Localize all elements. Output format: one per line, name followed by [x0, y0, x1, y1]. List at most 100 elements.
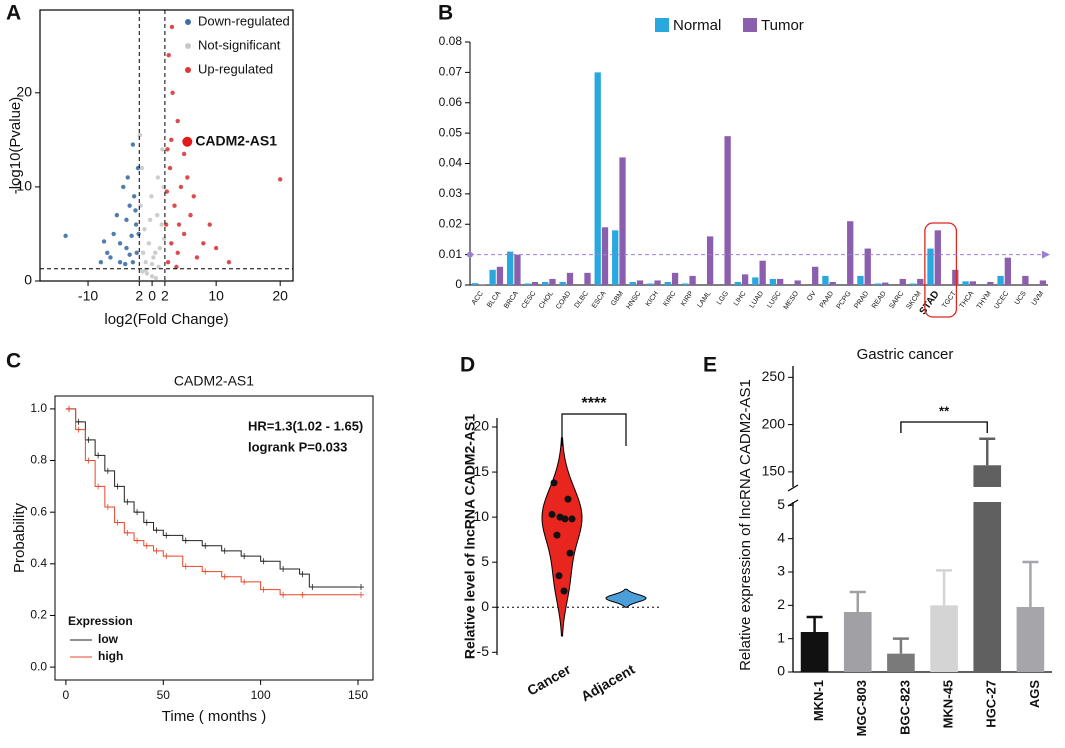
bar [489, 269, 496, 285]
bar [930, 605, 958, 672]
point [169, 137, 174, 143]
x-tick-label: AGS [1027, 680, 1042, 709]
bar [734, 281, 741, 285]
point [155, 175, 161, 180]
censor-mark [153, 527, 160, 534]
y-tick-label: 0.01 [439, 247, 463, 261]
point [156, 264, 161, 270]
point [226, 259, 232, 265]
point [188, 212, 193, 218]
bar [1016, 607, 1045, 672]
censor-mark [221, 547, 228, 554]
point [117, 241, 123, 246]
bar [759, 260, 766, 285]
censor-mark [260, 558, 267, 565]
panel-letter: B [438, 2, 453, 25]
x-tick-label: MGC-803 [854, 680, 869, 736]
annotation: logrank P=0.033 [248, 439, 347, 454]
censor-mark [114, 519, 121, 526]
point [627, 597, 631, 601]
highlight-point [182, 136, 193, 147]
bar [542, 281, 549, 285]
y-tick-label: 0.6 [30, 504, 47, 518]
x-tick-label: BLCA [486, 290, 502, 309]
point [139, 165, 145, 171]
y-tick-label: 15 [473, 463, 489, 479]
point [175, 250, 180, 255]
point [125, 175, 130, 180]
error-bar [1022, 560, 1039, 607]
bar [899, 278, 906, 285]
point [143, 267, 148, 272]
censor-mark [163, 532, 170, 539]
y-tick-label: 0.05 [439, 125, 463, 139]
bar [962, 281, 969, 285]
x-tick-label: UVM [1031, 290, 1046, 307]
point [155, 212, 160, 218]
x-tick-label: KIRP [680, 290, 695, 308]
point [550, 479, 558, 487]
x-tick-label: 0 [148, 288, 156, 304]
bar [934, 230, 941, 285]
bar [864, 248, 871, 285]
bar [741, 274, 749, 285]
y-tick-label: 20 [473, 418, 489, 434]
x-tick-label: TGCT [941, 290, 958, 310]
point [201, 241, 206, 246]
censor-mark [241, 578, 248, 585]
y-tick-label: 0.4 [30, 556, 47, 570]
bar [973, 502, 1002, 672]
point [553, 531, 561, 539]
point [124, 245, 129, 251]
point [566, 549, 574, 557]
y-tick-label: 10 [473, 508, 489, 524]
point [127, 252, 132, 257]
survival-curve [65, 408, 359, 596]
point [194, 255, 200, 260]
bar [769, 278, 777, 285]
point [146, 241, 152, 246]
significance-bracket [900, 421, 988, 433]
bar [724, 136, 731, 285]
point [172, 203, 177, 208]
point [162, 236, 167, 241]
legend-marker [185, 43, 191, 49]
censor-mark [95, 452, 102, 459]
error-bar [849, 590, 866, 612]
censor-mark [202, 542, 209, 549]
x-tick-label: 100 [251, 688, 271, 702]
point [143, 259, 148, 265]
y-tick-label: 0.07 [439, 65, 463, 79]
reference-start [467, 251, 473, 258]
y-tick-label: 10 [16, 178, 32, 194]
error-bar [936, 569, 953, 606]
bar [566, 272, 574, 285]
x-tick-label: DLBC [574, 290, 590, 309]
y-tick-label: 0.0 [30, 659, 47, 673]
bar [496, 266, 504, 285]
y-tick-label: 0.8 [30, 453, 47, 467]
bar [874, 283, 882, 285]
point [181, 151, 187, 157]
highlight-box [924, 222, 958, 318]
point [561, 515, 569, 523]
x-tick-label: 150 [348, 688, 368, 702]
axis-break [787, 484, 799, 507]
y-tick-label: 0.02 [439, 216, 463, 230]
x-tick-label: Adjacent [578, 661, 637, 705]
point [134, 250, 139, 255]
point [149, 274, 155, 279]
censor-mark [143, 519, 150, 526]
bar [471, 283, 479, 285]
censor-mark [143, 542, 150, 549]
y-tick-label: 5 [777, 496, 785, 512]
x-tick-label: CHOL [538, 290, 555, 310]
point [191, 194, 196, 199]
point [628, 594, 632, 598]
point [207, 222, 212, 227]
x-tick-label: SARC [888, 290, 905, 310]
bar [664, 281, 671, 285]
x-tick-label: LAML [696, 290, 712, 309]
censor-mark [85, 457, 92, 464]
